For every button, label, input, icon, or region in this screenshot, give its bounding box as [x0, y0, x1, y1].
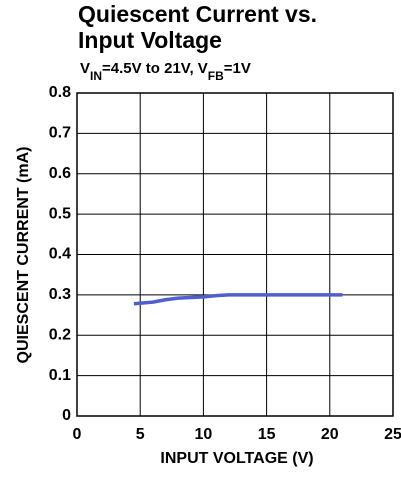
y-tick-label: 0.4 — [49, 246, 71, 263]
y-axis-label: QUIESCENT CURRENT (mA) — [15, 147, 32, 364]
y-tick-label: 0.3 — [49, 286, 71, 303]
chart-title: Quiescent Current vs. — [78, 1, 317, 27]
y-tick-label: 0.6 — [49, 165, 71, 182]
x-tick-label: 0 — [73, 426, 82, 443]
chart-title: Input Voltage — [78, 27, 222, 53]
x-axis-label: INPUT VOLTAGE (V) — [160, 450, 313, 467]
subtitle-part: V — [80, 60, 90, 77]
y-tick-label: 0.8 — [49, 84, 71, 101]
subtitle-part: FB — [208, 69, 224, 83]
x-tick-label: 15 — [258, 426, 276, 443]
subtitle-part: IN — [90, 69, 102, 83]
x-tick-label: 25 — [384, 426, 401, 443]
plot-frame — [76, 92, 394, 417]
subtitle-part: =1V — [224, 60, 251, 77]
data-line — [133, 293, 343, 306]
y-tick-label: 0.5 — [49, 205, 71, 222]
x-tick-label: 10 — [195, 426, 213, 443]
y-tick-label: 0.2 — [49, 326, 71, 343]
x-tick-label: 20 — [321, 426, 339, 443]
y-tick-label: 0 — [62, 407, 71, 424]
y-tick-label: 0.1 — [49, 367, 71, 384]
y-tick-label: 0.7 — [49, 125, 71, 142]
x-tick-label: 5 — [136, 426, 145, 443]
chart-subtitle: VIN=4.5V to 21V, VFB=1V — [80, 60, 251, 83]
subtitle-part: =4.5V to 21V, V — [102, 60, 208, 77]
